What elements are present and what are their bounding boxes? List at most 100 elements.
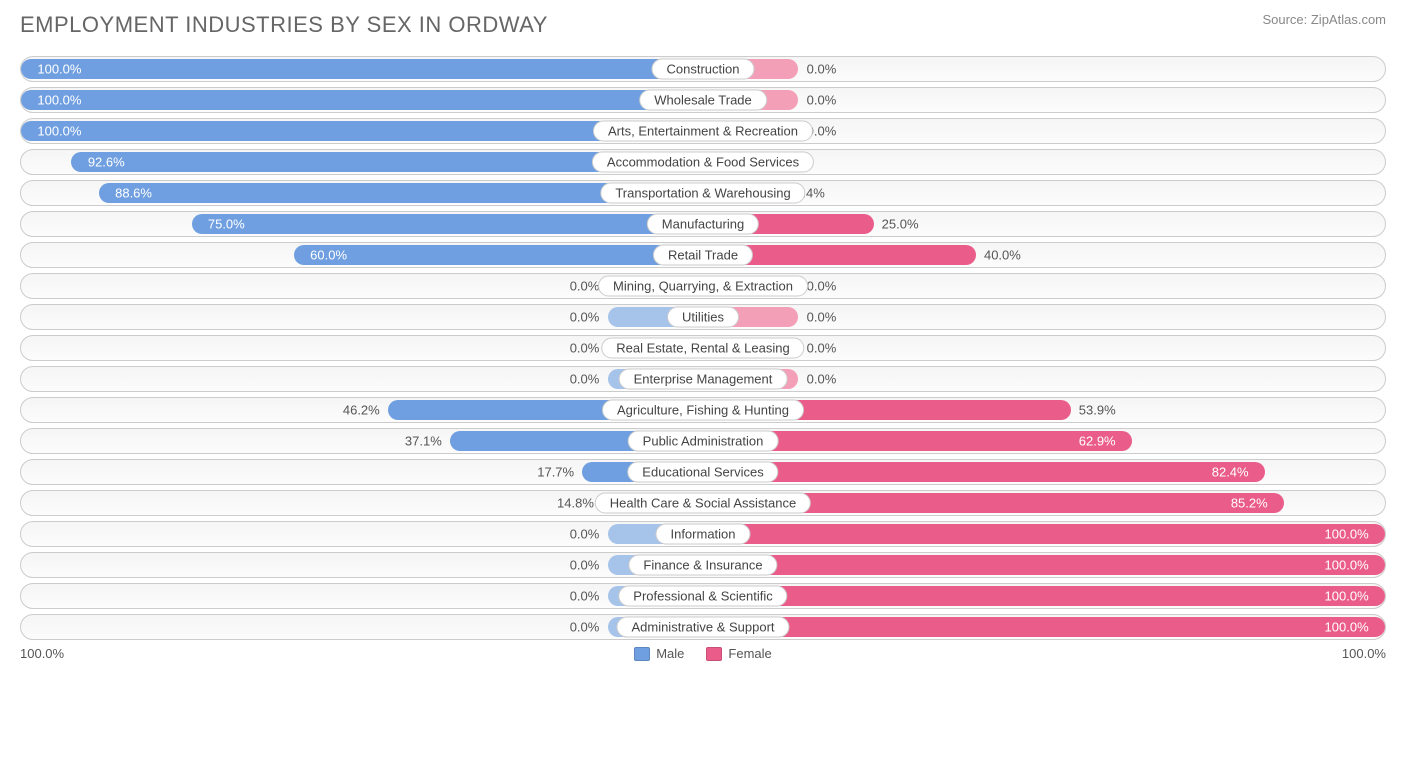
- female-value-label: 100.0%: [1325, 620, 1369, 635]
- male-value-label: 60.0%: [310, 248, 347, 263]
- legend-item-female: Female: [706, 646, 771, 661]
- category-label: Administrative & Support: [616, 617, 789, 638]
- male-value-label: 92.6%: [88, 155, 125, 170]
- chart-row: 14.8% 85.2% Health Care & Social Assistanc…: [20, 490, 1386, 516]
- male-value-label: 0.0%: [570, 341, 600, 356]
- male-value-label: 0.0%: [570, 620, 600, 635]
- female-value-label: 100.0%: [1325, 527, 1369, 542]
- chart-title: EMPLOYMENT INDUSTRIES BY SEX IN ORDWAY: [20, 12, 548, 38]
- chart-row: 0.0% 100.0% Administrative & Support: [20, 614, 1386, 640]
- chart-row: 17.7%82.4%Educational Services: [20, 459, 1386, 485]
- category-label: Utilities: [667, 307, 739, 328]
- chart-row: 100.0%0.0%Arts, Entertainment & Recreati…: [20, 118, 1386, 144]
- category-label: Information: [655, 524, 750, 545]
- female-value-label: 62.9%: [1079, 434, 1116, 449]
- category-label: Wholesale Trade: [639, 90, 767, 111]
- swatch-male: [634, 647, 650, 661]
- row-track: 0.0% 0.0%Real Estate, Rental & Leasing: [20, 335, 1386, 361]
- category-label: Manufacturing: [647, 214, 759, 235]
- category-label: Professional & Scientific: [618, 586, 787, 607]
- source-attribution: Source: ZipAtlas.com: [1262, 12, 1386, 27]
- row-track: 17.7%82.4%Educational Services: [20, 459, 1386, 485]
- legend-item-male: Male: [634, 646, 684, 661]
- category-label: Public Administration: [628, 431, 779, 452]
- chart-row: 46.2% 53.9% Agriculture, Fishing & Hunting: [20, 397, 1386, 423]
- category-label: Arts, Entertainment & Recreation: [593, 121, 813, 142]
- row-track: 0.0%100.0%Finance & Insurance: [20, 552, 1386, 578]
- female-bar: [703, 555, 1385, 575]
- male-bar: [294, 245, 703, 265]
- chart-row: 0.0%100.0%Finance & Insurance: [20, 552, 1386, 578]
- swatch-female: [706, 647, 722, 661]
- category-label: Accommodation & Food Services: [592, 152, 814, 173]
- category-label: Agriculture, Fishing & Hunting: [602, 400, 804, 421]
- chart-row: 92.6%7.5%Accommodation & Food Services: [20, 149, 1386, 175]
- male-value-label: 100.0%: [37, 93, 81, 108]
- category-label: Transportation & Warehousing: [600, 183, 805, 204]
- female-value-label: 25.0%: [882, 217, 919, 232]
- male-value-label: 37.1%: [405, 434, 442, 449]
- female-value-label: 40.0%: [984, 248, 1021, 263]
- row-track: 0.0%100.0%Professional & Scientific: [20, 583, 1386, 609]
- female-value-label: 82.4%: [1212, 465, 1249, 480]
- male-bar: [21, 59, 703, 79]
- category-label: Real Estate, Rental & Leasing: [601, 338, 804, 359]
- male-value-label: 0.0%: [570, 372, 600, 387]
- axis-right-label: 100.0%: [1342, 646, 1386, 661]
- chart-row: 0.0% 0.0%Mining, Quarrying, & Extraction: [20, 273, 1386, 299]
- category-label: Retail Trade: [653, 245, 753, 266]
- category-label: Finance & Insurance: [628, 555, 777, 576]
- chart-row: 75.0%25.0%Manufacturing: [20, 211, 1386, 237]
- male-bar: [192, 214, 704, 234]
- female-value-label: 0.0%: [807, 279, 837, 294]
- male-value-label: 46.2%: [343, 403, 380, 418]
- row-track: 92.6%7.5%Accommodation & Food Services: [20, 149, 1386, 175]
- row-track: 100.0%0.0%Arts, Entertainment & Recreati…: [20, 118, 1386, 144]
- category-label: Enterprise Management: [619, 369, 788, 390]
- legend: Male Female: [634, 646, 772, 661]
- female-value-label: 0.0%: [807, 341, 837, 356]
- chart-footer: 100.0% Male Female 100.0%: [20, 646, 1386, 661]
- male-value-label: 0.0%: [570, 527, 600, 542]
- female-value-label: 85.2%: [1231, 496, 1268, 511]
- female-value-label: 0.0%: [807, 93, 837, 108]
- legend-label-female: Female: [728, 646, 771, 661]
- male-value-label: 0.0%: [570, 558, 600, 573]
- chart-row: 0.0% 0.0% Enterprise Management: [20, 366, 1386, 392]
- category-label: Construction: [652, 59, 755, 80]
- header: EMPLOYMENT INDUSTRIES BY SEX IN ORDWAY S…: [20, 12, 1386, 38]
- category-label: Health Care & Social Assistance: [595, 493, 811, 514]
- chart-row: 0.0% 100.0% Information: [20, 521, 1386, 547]
- female-bar: [703, 617, 1385, 637]
- chart-row: 60.0% 40.0% Retail Trade: [20, 242, 1386, 268]
- male-bar: [21, 90, 703, 110]
- female-value-label: 53.9%: [1079, 403, 1116, 418]
- row-track: 46.2% 53.9% Agriculture, Fishing & Hunting: [20, 397, 1386, 423]
- male-value-label: 14.8%: [557, 496, 594, 511]
- male-value-label: 0.0%: [570, 589, 600, 604]
- row-track: 0.0% 100.0% Information: [20, 521, 1386, 547]
- male-value-label: 88.6%: [115, 186, 152, 201]
- chart-row: 37.1% 62.9% Public Administration: [20, 428, 1386, 454]
- axis-left-label: 100.0%: [20, 646, 64, 661]
- male-value-label: 100.0%: [37, 62, 81, 77]
- category-label: Mining, Quarrying, & Extraction: [598, 276, 808, 297]
- female-value-label: 0.0%: [807, 372, 837, 387]
- female-bar: [703, 462, 1265, 482]
- chart-row: 88.6%11.4%Transportation & Warehousing: [20, 180, 1386, 206]
- male-value-label: 0.0%: [570, 310, 600, 325]
- row-track: 14.8% 85.2% Health Care & Social Assistanc…: [20, 490, 1386, 516]
- female-value-label: 0.0%: [807, 62, 837, 77]
- row-track: 88.6%11.4%Transportation & Warehousing: [20, 180, 1386, 206]
- male-value-label: 0.0%: [570, 279, 600, 294]
- row-track: 100.0% 0.0% Construction: [20, 56, 1386, 82]
- row-track: 0.0%0.0%Utilities: [20, 304, 1386, 330]
- diverging-bar-chart: 100.0% 0.0% Construction 100.0% 0.0% Wholesal…: [20, 56, 1386, 640]
- female-bar: [703, 586, 1385, 606]
- chart-row: 0.0%0.0%Utilities: [20, 304, 1386, 330]
- male-value-label: 100.0%: [37, 124, 81, 139]
- row-track: 100.0% 0.0% Wholesale Trade: [20, 87, 1386, 113]
- row-track: 0.0% 0.0%Mining, Quarrying, & Extraction: [20, 273, 1386, 299]
- row-track: 75.0%25.0%Manufacturing: [20, 211, 1386, 237]
- row-track: 37.1% 62.9% Public Administration: [20, 428, 1386, 454]
